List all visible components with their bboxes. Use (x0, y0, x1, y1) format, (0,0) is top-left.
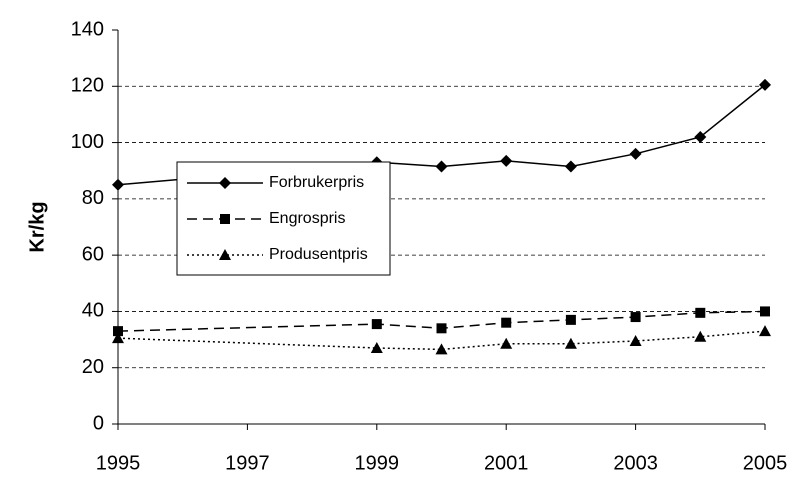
legend-marker (219, 177, 231, 189)
y-axis-label: Kr/kg (26, 201, 48, 252)
legend-marker (220, 214, 230, 224)
marker (565, 314, 576, 325)
marker (113, 326, 123, 337)
marker (500, 337, 513, 349)
y-tick-label: 140 (71, 18, 104, 40)
marker (629, 147, 642, 160)
marker (759, 78, 771, 91)
y-tick-label: 100 (71, 131, 104, 153)
series-line (117, 330, 766, 351)
y-tick-label: 120 (71, 75, 104, 97)
x-tick-label: 2003 (613, 452, 658, 474)
y-tick-label: 60 (82, 243, 104, 265)
x-tick-label: 1999 (355, 452, 400, 474)
y-tick-label: 80 (82, 187, 104, 209)
marker (370, 342, 383, 354)
marker (564, 160, 577, 173)
marker (694, 330, 707, 342)
x-tick-label: 2001 (484, 452, 529, 474)
marker (112, 332, 124, 344)
marker (371, 319, 382, 330)
marker (759, 325, 771, 337)
marker (501, 317, 512, 328)
y-tick-label: 0 (93, 412, 104, 434)
x-tick-label: 2005 (743, 452, 788, 474)
y-tick-label: 20 (82, 356, 104, 378)
marker (629, 334, 642, 346)
marker (694, 130, 707, 143)
marker (435, 160, 448, 173)
marker (500, 154, 513, 167)
x-tick-label: 1995 (96, 452, 141, 474)
marker (760, 306, 770, 317)
series-line (117, 310, 766, 332)
marker (112, 178, 124, 191)
legend-label: Engrospris (269, 210, 345, 227)
y-tick-label: 40 (82, 300, 104, 322)
marker (435, 343, 448, 355)
x-tick-label: 1997 (225, 452, 270, 474)
legend-label: Produsentpris (269, 246, 368, 263)
marker (695, 307, 706, 318)
marker (564, 337, 577, 349)
legend-marker (219, 249, 231, 260)
marker (630, 312, 641, 323)
marker (436, 323, 447, 334)
legend-label: Forbrukerpris (269, 174, 364, 191)
